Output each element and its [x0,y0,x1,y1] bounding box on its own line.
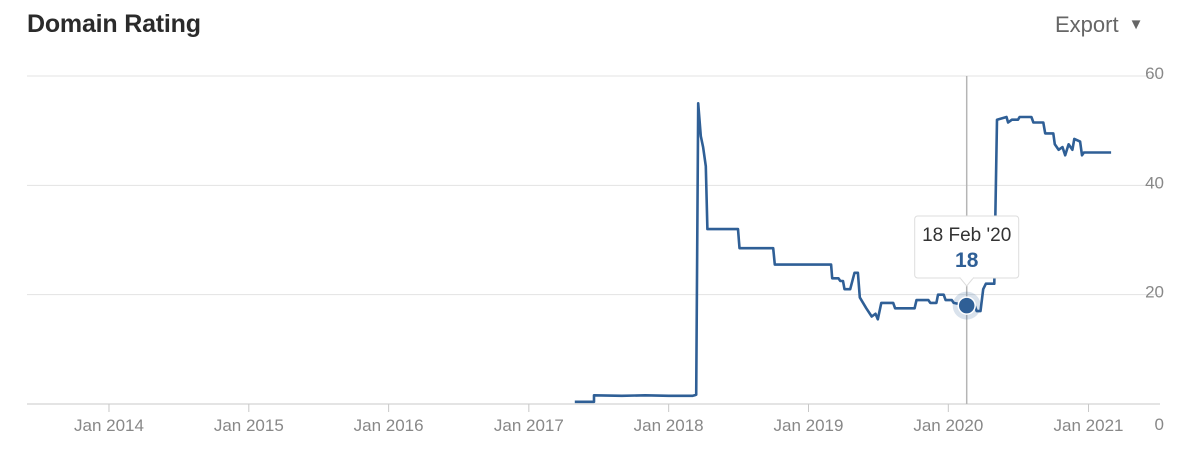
x-tick-label: Jan 2019 [774,416,844,435]
chart-title: Domain Rating [27,10,201,38]
x-tick-label: Jan 2021 [1054,416,1124,435]
x-tick-label: Jan 2016 [354,416,424,435]
y-axis: 0 20 40 60 [1145,64,1164,434]
y-tick-label: 40 [1145,173,1164,192]
tooltip: 18 Feb '20 18 [914,215,1020,287]
export-button[interactable]: Export ▼ [1055,12,1143,38]
x-tick-label: Jan 2018 [634,416,704,435]
x-tick-label: Jan 2014 [74,416,144,435]
series-line [574,102,1112,404]
tooltip-date: 18 Feb '20 [922,225,1011,246]
x-tick-label: Jan 2020 [913,416,983,435]
x-tick-label: Jan 2017 [494,416,564,435]
plot-area [574,76,1112,404]
tooltip-value: 18 [955,249,979,272]
y-tick-label: 20 [1145,283,1164,302]
grid-lines [27,75,1160,405]
hover-point [957,296,976,315]
x-tick-label: Jan 2015 [214,416,284,435]
y-tick-label: 0 [1155,415,1164,434]
tooltip-pointer [959,277,975,287]
y-tick-label: 60 [1145,64,1164,83]
caret-down-icon: ▼ [1128,15,1144,33]
export-label: Export [1055,12,1119,37]
x-axis: Jan 2014 Jan 2015 Jan 2016 Jan 2017 Jan 2018… [74,404,1123,435]
